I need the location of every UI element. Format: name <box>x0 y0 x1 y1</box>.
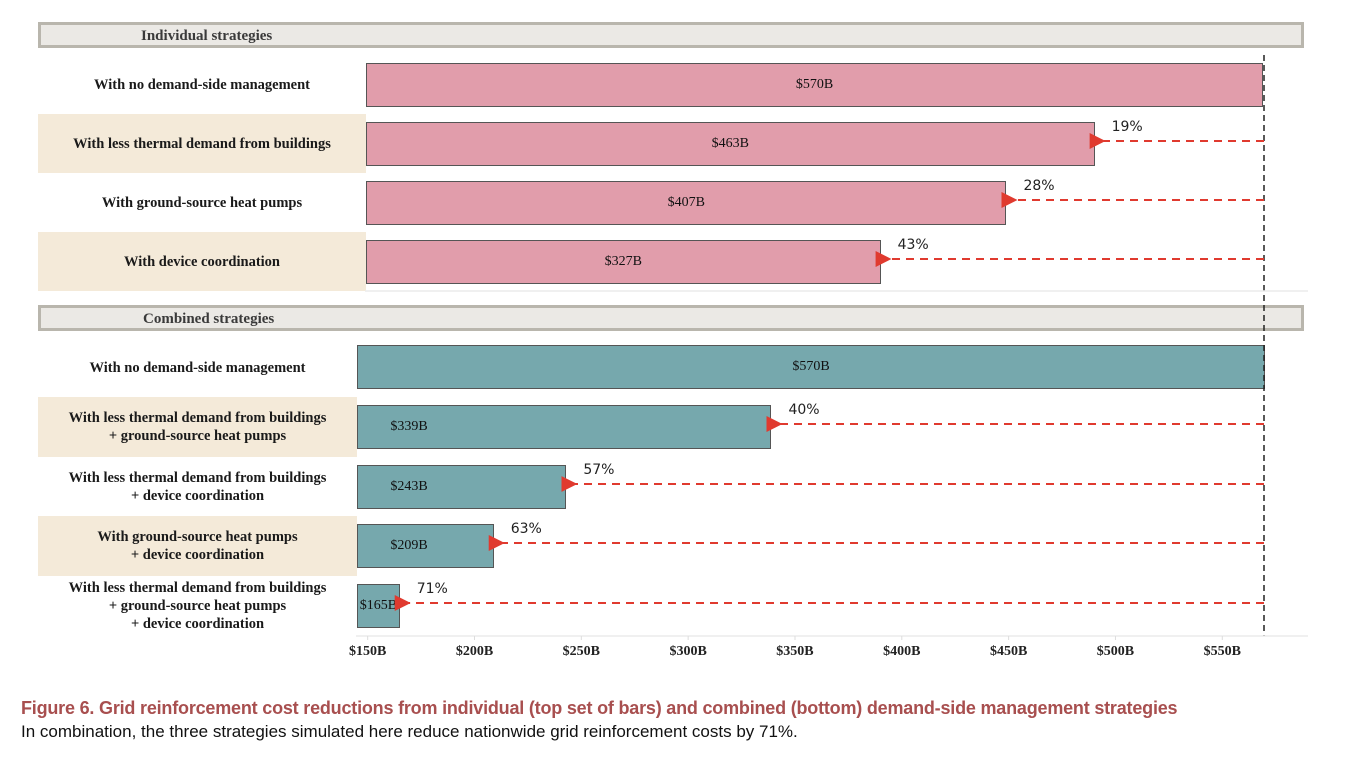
x-tick-label: $400B <box>883 644 921 659</box>
category-label: With ground-source heat pumps <box>101 194 303 211</box>
category-label: With less thermal demand from buildings … <box>68 580 327 632</box>
category-label: With no demand-side management <box>93 77 311 93</box>
bar <box>357 465 567 509</box>
reduction-percent-label: 57% <box>583 462 615 478</box>
individual-strategies-title: Individual strategies <box>141 28 273 44</box>
bar <box>366 181 1007 225</box>
individual-strategies-header: Individual strategies <box>38 22 1304 48</box>
x-tick-label: $350B <box>776 644 814 659</box>
x-tick-label: $200B <box>455 644 494 659</box>
bar-value-label: $165B <box>359 598 398 613</box>
chart-overlay <box>356 55 1308 640</box>
category-label: With less thermal demand from buildings … <box>68 469 327 504</box>
bar <box>366 122 1095 166</box>
category-label: With no demand-side management <box>89 359 306 376</box>
bar-value-label: $209B <box>390 538 428 553</box>
bar-value-label: $243B <box>390 479 428 494</box>
x-tick-label: $300B <box>669 644 707 659</box>
bar <box>357 345 1265 389</box>
bar <box>366 240 881 284</box>
x-tick-label: $150B <box>349 644 387 659</box>
x-tick-label: $550B <box>1203 644 1241 659</box>
category-label: With ground-source heat pumps + device c… <box>38 516 357 576</box>
reduction-percent-label: 40% <box>788 402 820 418</box>
reduction-percent-label: 43% <box>897 237 929 253</box>
bar-value-label: $339B <box>390 419 428 434</box>
reduction-percent-label: 63% <box>510 521 542 537</box>
combined-strategies-title: Combined strategies <box>143 311 275 327</box>
figure-caption-body: In combination, the three strategies sim… <box>21 722 798 741</box>
reduction-percent-label: 19% <box>1111 119 1143 135</box>
reduction-percent-label: 28% <box>1023 178 1055 194</box>
bar-value-label: $327B <box>604 254 642 269</box>
combined-strategies-header: Combined strategies <box>38 305 1304 331</box>
category-label: With less thermal demand from buildings … <box>38 397 357 457</box>
bar <box>357 524 494 568</box>
bar <box>357 584 400 628</box>
bar-value-label: $570B <box>795 77 834 92</box>
bar-value-label: $463B <box>711 136 749 151</box>
x-tick-label: $250B <box>562 644 600 659</box>
category-label: With device coordination <box>38 232 366 291</box>
x-tick-label: $450B <box>989 644 1028 659</box>
bar <box>366 63 1263 107</box>
reduction-percent-label: 71% <box>416 581 448 597</box>
x-tick-label: $500B <box>1096 644 1135 659</box>
bar <box>357 405 772 449</box>
bar-value-label: $570B <box>792 359 830 374</box>
bar-value-label: $407B <box>667 195 705 210</box>
figure-caption-title: Figure 6. Grid reinforcement cost reduct… <box>21 698 1178 718</box>
category-label: With less thermal demand from buildings <box>38 114 366 173</box>
